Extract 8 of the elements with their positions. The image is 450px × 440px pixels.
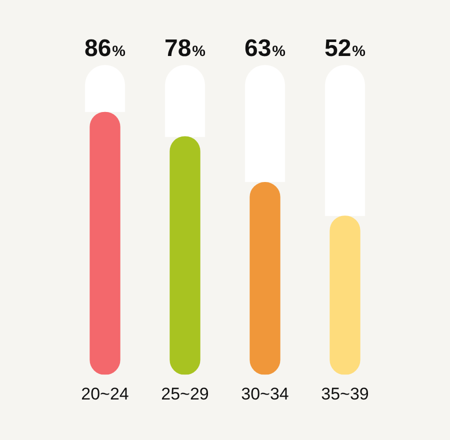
x-tick-label: 30~34 <box>241 384 289 404</box>
data-label: 52% <box>324 35 366 62</box>
data-label: 86% <box>84 35 126 62</box>
x-tick-label: 25~29 <box>161 384 209 404</box>
data-label: 63% <box>244 35 286 62</box>
x-tick-label: 35~39 <box>321 384 369 404</box>
x-tick-label: 20~24 <box>81 384 129 404</box>
data-label: 78% <box>164 35 206 62</box>
